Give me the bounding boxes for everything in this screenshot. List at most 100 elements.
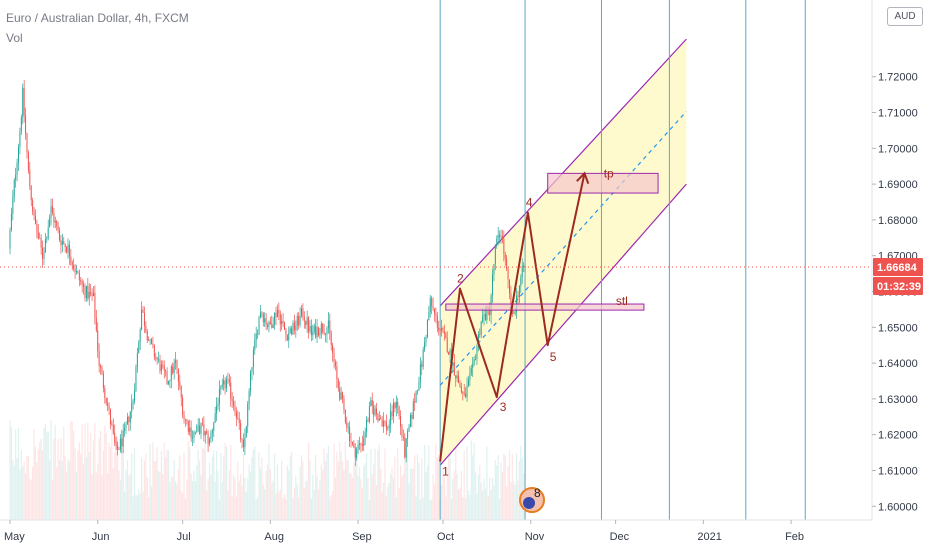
volume-bar	[339, 441, 341, 520]
volume-bar	[292, 498, 294, 520]
y-tick-label: 1.65000	[878, 322, 918, 334]
volume-bar	[37, 448, 39, 520]
volume-indicator-label[interactable]: Vol	[6, 31, 23, 45]
symbol-title[interactable]: Euro / Australian Dollar, 4h, FXCM	[6, 11, 189, 25]
volume-bar	[450, 499, 453, 520]
candle-body	[415, 391, 417, 403]
candle-body	[368, 406, 370, 422]
price-axis[interactable]: 1.60000 1.61000 1.62000 1.63000 1.64000 1.650…	[872, 72, 918, 514]
volume-bar	[107, 473, 109, 520]
candle-body	[163, 365, 165, 371]
volume-bar	[278, 491, 280, 520]
volume-bar	[149, 443, 151, 520]
candle-body	[125, 424, 127, 428]
volume-bar	[514, 484, 516, 520]
candle-body	[92, 292, 94, 297]
volume-bar	[473, 443, 475, 520]
candle-body	[269, 321, 271, 324]
candle-body	[217, 403, 219, 407]
volume-bar	[204, 440, 206, 520]
candle-body	[390, 411, 392, 425]
volume-bar	[446, 467, 448, 520]
candle-body	[159, 359, 161, 372]
volume-bar	[390, 474, 392, 520]
volume-bar	[60, 437, 62, 520]
volume-bar	[104, 425, 106, 520]
volume-bar	[303, 487, 305, 520]
volume-bar	[248, 464, 250, 520]
candle-body	[128, 416, 130, 423]
candle-body	[265, 318, 267, 325]
volume-bar	[143, 460, 146, 520]
time-axis[interactable]: May Jun Jul Aug Sep Oct Nov Dec 2021 Feb	[4, 520, 804, 543]
candle-body	[419, 364, 421, 383]
volume-bar	[155, 461, 157, 520]
candle-body	[366, 419, 368, 433]
volume-bar	[111, 420, 113, 520]
candle-body	[244, 437, 246, 448]
volume-bar	[162, 474, 164, 520]
volume-bar	[401, 476, 403, 520]
volume-bar	[378, 444, 380, 520]
candle-body	[400, 416, 402, 427]
volume-bar	[16, 458, 18, 520]
wave-label-5: 5	[550, 350, 557, 364]
volume-bar	[249, 471, 252, 520]
volume-bar	[470, 440, 472, 520]
candle-body	[329, 320, 331, 333]
volume-bar	[296, 483, 298, 520]
candle-body	[404, 437, 406, 458]
candle-body	[235, 411, 237, 418]
candle-body	[204, 431, 206, 436]
candle-body	[306, 317, 308, 325]
candle-body	[245, 426, 247, 438]
candle-body	[506, 258, 508, 269]
volume-bar	[49, 460, 51, 520]
volume-bar	[271, 483, 273, 520]
candle-body	[361, 444, 363, 447]
volume-bar	[315, 454, 317, 520]
candle-body	[87, 285, 89, 299]
volume-bar	[476, 493, 478, 520]
volume-bar	[74, 448, 76, 520]
volume-bar	[415, 496, 417, 520]
candle-body	[211, 430, 213, 434]
wave-label-1: 1	[442, 465, 449, 479]
candle-body	[520, 277, 522, 286]
wave-label-2: 2	[457, 272, 464, 286]
candle-body	[483, 314, 485, 317]
volume-bars	[9, 420, 526, 520]
candle-body	[326, 328, 328, 335]
candle-body	[162, 364, 164, 366]
volume-bar	[199, 460, 201, 520]
volume-bar	[58, 460, 61, 520]
volume-bar	[174, 480, 177, 520]
volume-bar	[463, 450, 465, 520]
volume-bar	[490, 489, 492, 520]
candle-body	[397, 401, 399, 407]
candle-body	[320, 323, 322, 333]
candle-body	[37, 232, 39, 238]
candle-body	[177, 368, 179, 382]
candle-body	[63, 241, 65, 244]
candle-body	[66, 247, 68, 253]
volume-bar	[81, 424, 83, 520]
volume-bar	[136, 495, 138, 520]
volume-bar	[238, 480, 240, 520]
candle-body	[476, 345, 478, 360]
volume-bar	[125, 470, 127, 520]
volume-bar	[433, 484, 436, 520]
candle-body	[180, 385, 182, 398]
volume-bar	[220, 452, 222, 520]
candle-body	[411, 414, 413, 419]
volume-bar	[494, 460, 496, 520]
volume-bar	[82, 463, 85, 520]
volume-bar	[340, 451, 342, 520]
candle-body	[285, 329, 287, 335]
volume-bar	[387, 486, 389, 520]
candle-body	[13, 179, 15, 198]
currency-badge[interactable]: AUD	[887, 7, 923, 26]
volume-bar	[474, 472, 477, 520]
